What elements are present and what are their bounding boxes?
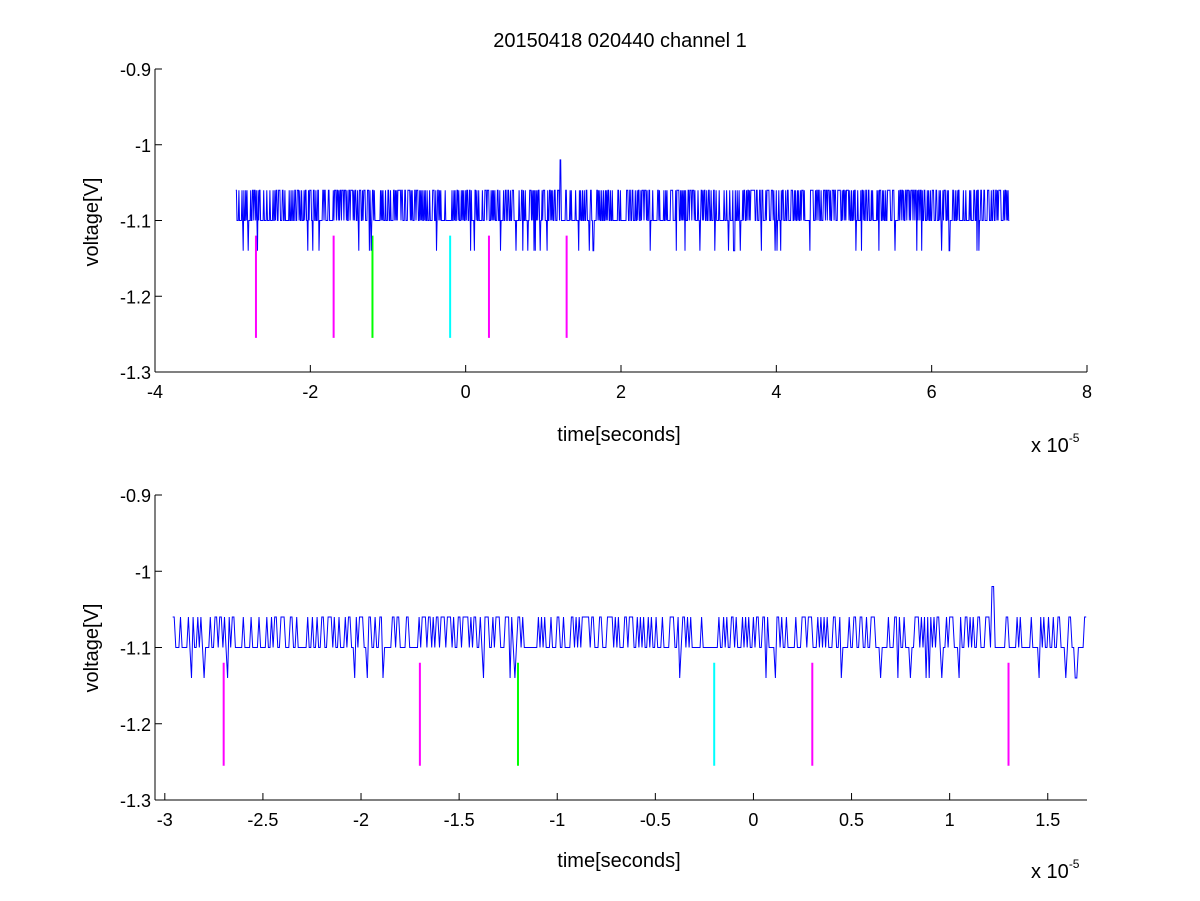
y-tick-label: -0.9 xyxy=(120,486,151,506)
x-tick-label: -3 xyxy=(157,810,173,830)
top-axis-ticks: -4 -2 0 2 4 6 8 -0.9 -1 -1.1 -1.2 -1.3 xyxy=(120,60,1092,402)
bottom-x-axis-label: time[seconds] xyxy=(557,850,680,872)
bottom-axis-ticks: -3 -2.5 -2 -1.5 -1 -0.5 0 0.5 1 1.5 -0.9 -1 -1.1 -1.2… xyxy=(120,486,1060,830)
y-tick-label: -1.1 xyxy=(120,639,151,659)
x-tick-label: 1.5 xyxy=(1035,810,1060,830)
bottom-axes-frame xyxy=(154,495,1087,801)
x-tick-label: 8 xyxy=(1082,382,1092,402)
y-tick-label: -1 xyxy=(135,136,151,156)
x-tick-label: -2.5 xyxy=(247,810,278,830)
y-tick-label: -1.2 xyxy=(120,287,151,307)
top-marker-lines xyxy=(254,235,568,338)
bottom-marker-lines xyxy=(222,662,1010,766)
x-tick-label: 0 xyxy=(461,382,471,402)
bottom-plot: -3 -2.5 -2 -1.5 -1 -0.5 0 0.5 1 1.5 -0.9 -1 -1.1 -1.2… xyxy=(81,486,1087,883)
bottom-y-axis-label: voltage[V] xyxy=(81,604,103,693)
y-tick-label: -1.3 xyxy=(120,791,151,811)
x-tick-label: -2 xyxy=(302,382,318,402)
y-tick-label: -1.3 xyxy=(120,363,151,383)
bottom-x-multiplier: x 10-5 xyxy=(1031,857,1080,883)
chart-title: 20150418 020440 channel 1 xyxy=(493,30,747,52)
x-tick-label: 4 xyxy=(771,382,781,402)
x-tick-label: 6 xyxy=(927,382,937,402)
bottom-x-multiplier-exponent: -5 xyxy=(1069,857,1080,871)
bottom-signal-line xyxy=(172,586,1087,679)
x-tick-label: -1 xyxy=(549,810,565,830)
y-tick-label: -1.2 xyxy=(120,715,151,735)
top-x-multiplier-base: x 10 xyxy=(1031,435,1069,457)
x-tick-label: -0.5 xyxy=(640,810,671,830)
y-tick-label: -0.9 xyxy=(120,60,151,80)
x-tick-label: -4 xyxy=(147,382,163,402)
top-x-multiplier-exponent: -5 xyxy=(1069,431,1080,445)
top-x-multiplier: x 10-5 xyxy=(1031,431,1080,457)
x-tick-label: -1.5 xyxy=(444,810,475,830)
top-signal-line xyxy=(235,159,1010,252)
bottom-x-multiplier-base: x 10 xyxy=(1031,861,1069,883)
x-tick-label: -2 xyxy=(353,810,369,830)
y-tick-label: -1.1 xyxy=(120,212,151,232)
top-x-axis-label: time[seconds] xyxy=(557,424,680,446)
x-tick-label: 0 xyxy=(748,810,758,830)
y-tick-label: -1 xyxy=(135,562,151,582)
x-tick-label: 0.5 xyxy=(839,810,864,830)
x-tick-label: 2 xyxy=(616,382,626,402)
top-y-axis-label: voltage[V] xyxy=(81,178,103,267)
top-plot: -4 -2 0 2 4 6 8 -0.9 -1 -1.1 -1.2 -1.3 time[seconds… xyxy=(81,60,1092,457)
top-axes-frame xyxy=(154,69,1087,373)
x-tick-label: 1 xyxy=(945,810,955,830)
